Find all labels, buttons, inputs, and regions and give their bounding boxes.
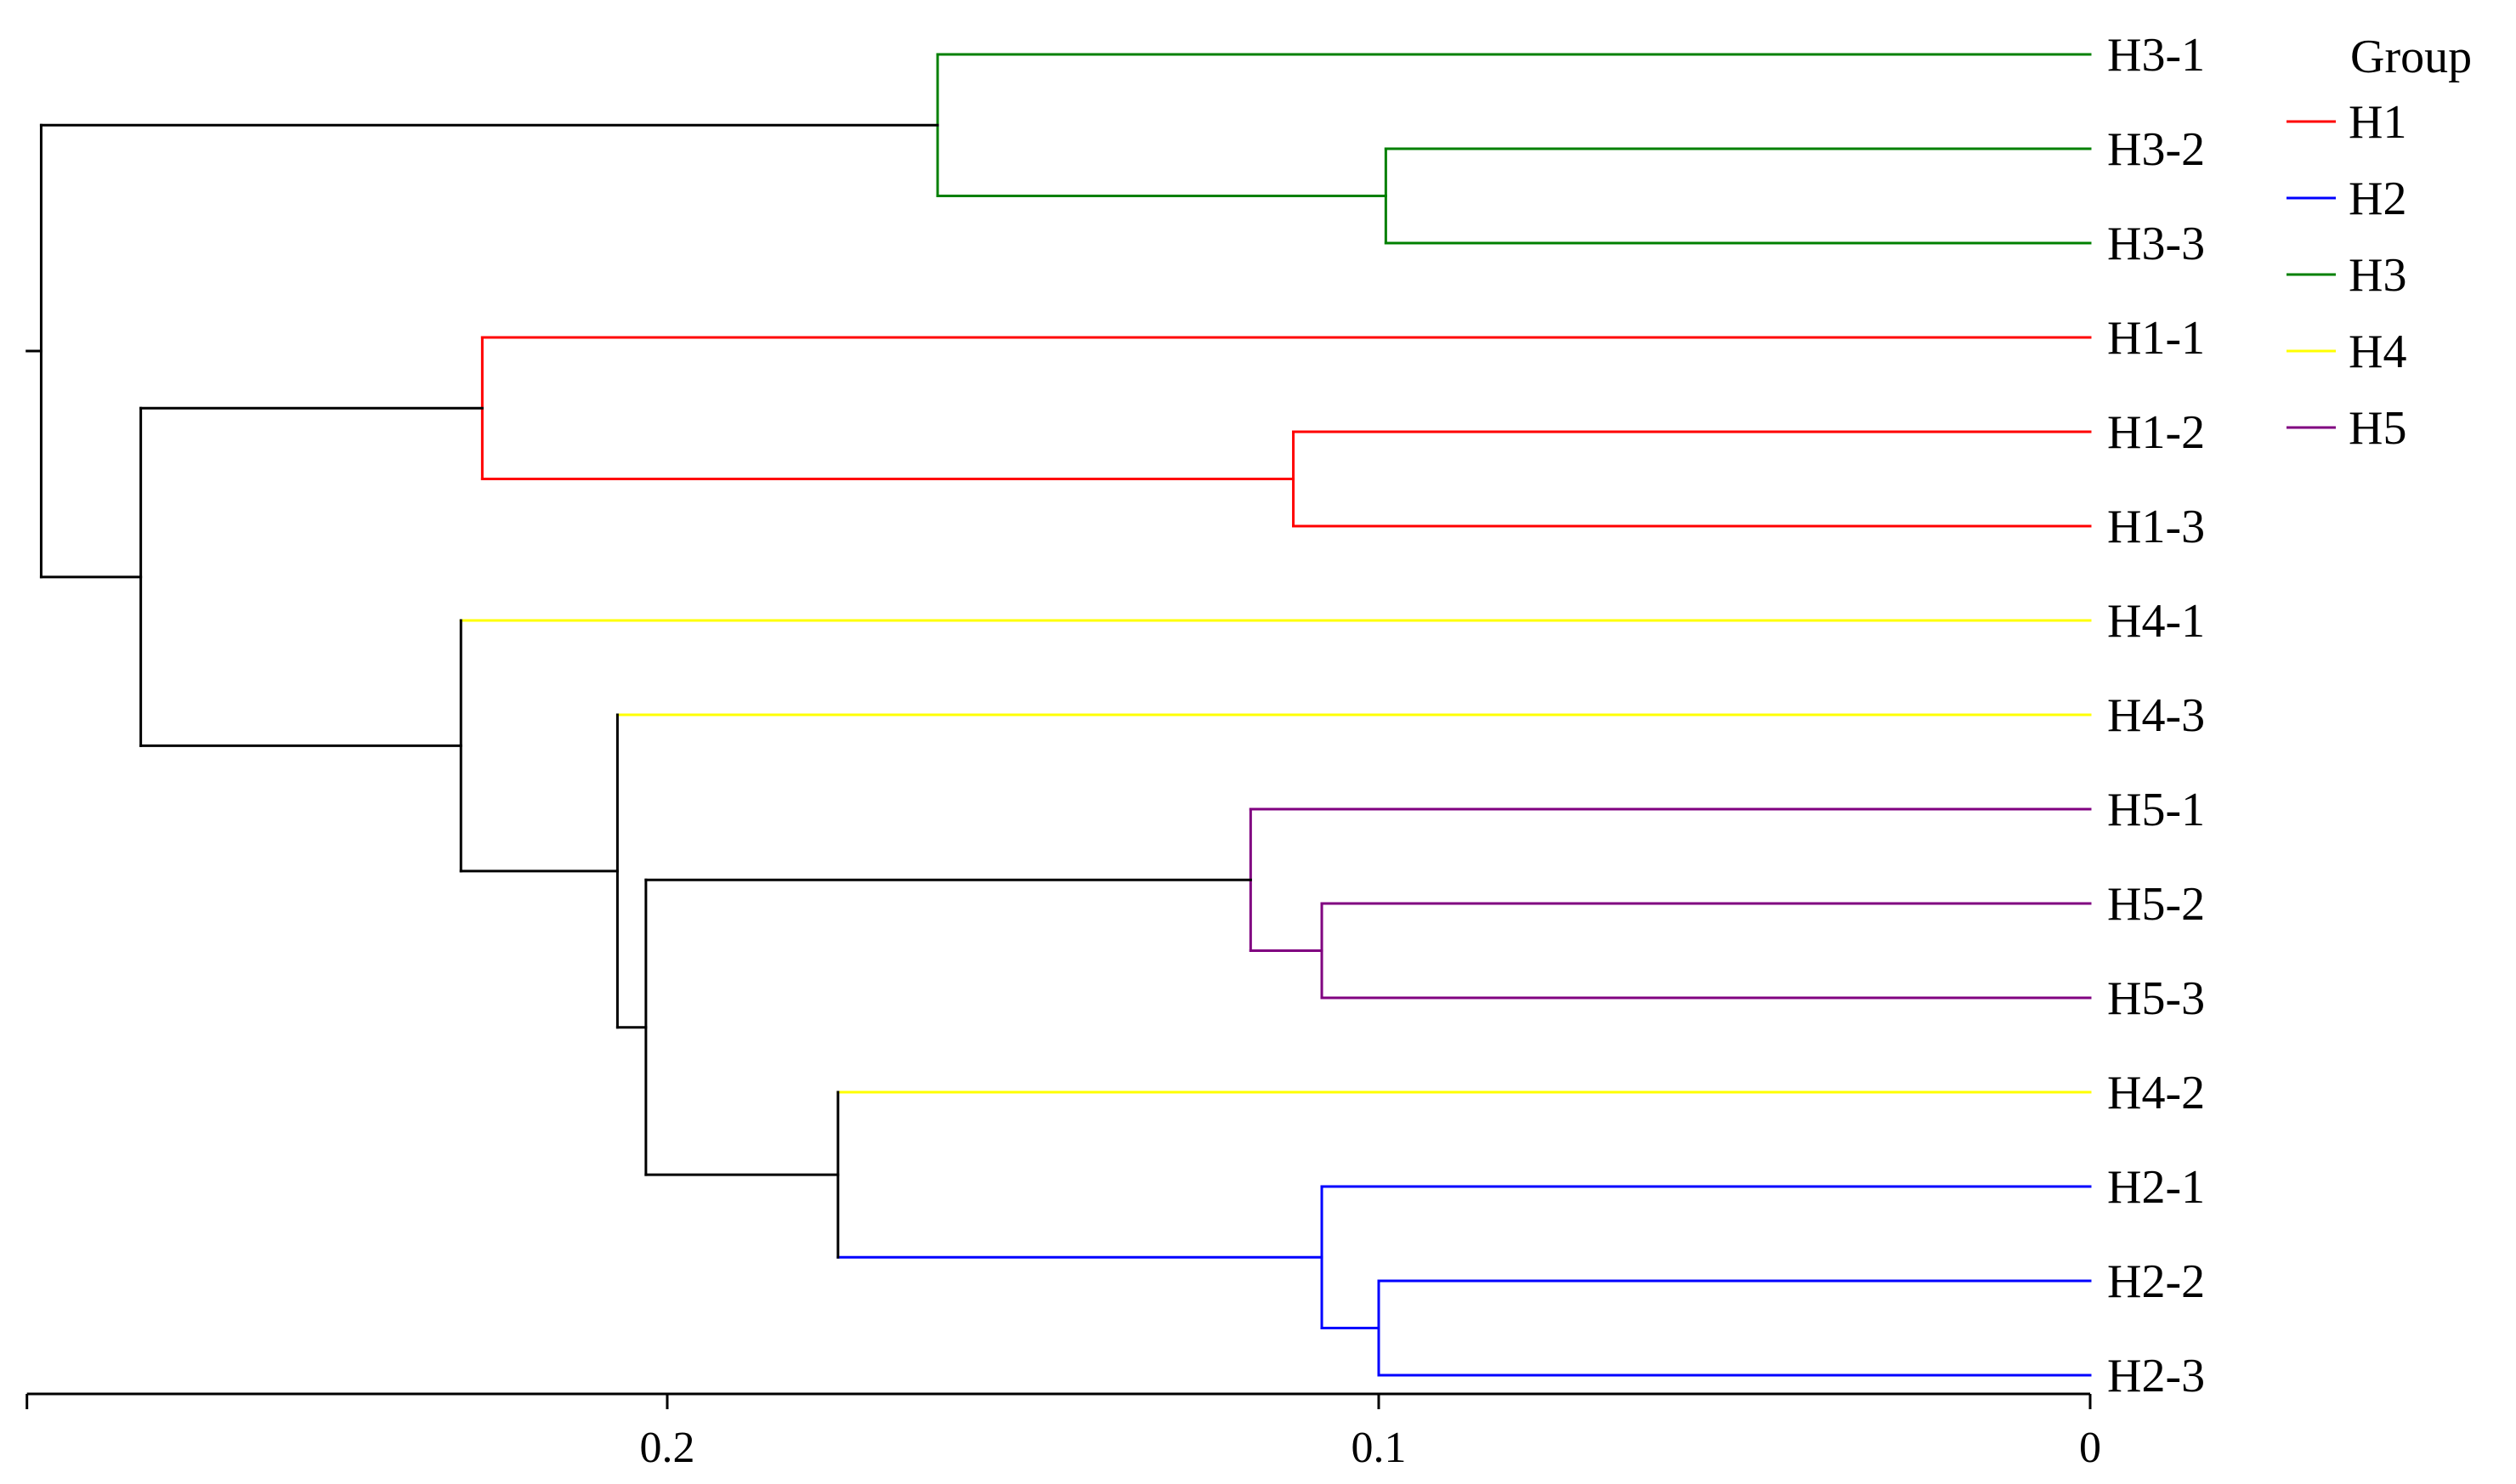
leaf-label: H1-3 (2107, 501, 2205, 553)
x-tick-label: 0.1 (1352, 1424, 1407, 1472)
leaf-labels: H3-1 H3-2 H3-3 H1-1 H1-2 H1-3 H4-1 H4-3 H5-1 H5-2… (2107, 29, 2205, 1402)
leaf-label: H4-2 (2107, 1067, 2205, 1119)
leaf-label: H2-3 (2107, 1350, 2205, 1402)
legend-label: H3 (2349, 249, 2406, 302)
leaf-label: H3-2 (2107, 123, 2205, 176)
dendrogram-branches (26, 53, 2092, 1377)
leaf-label: H3-1 (2107, 29, 2205, 82)
legend-title: Group (2350, 31, 2472, 83)
legend-label: H1 (2349, 96, 2406, 149)
leaf-label: H1-2 (2107, 406, 2205, 459)
legend: Group H1 H2 H3 H4 H5 (2286, 31, 2472, 455)
leaf-label: H5-3 (2107, 972, 2205, 1025)
leaf-label: H5-1 (2107, 784, 2205, 836)
legend-label: H4 (2349, 326, 2406, 378)
x-tick-label: 0 (2079, 1424, 2101, 1472)
x-axis: 0.2 0.1 0 (26, 1392, 2101, 1472)
leaf-label: H3-3 (2107, 218, 2205, 270)
leaf-label: H2-2 (2107, 1255, 2205, 1308)
leaf-label: H5-2 (2107, 878, 2205, 931)
leaf-label: H2-1 (2107, 1161, 2205, 1214)
x-tick-label: 0.2 (640, 1424, 695, 1472)
leaf-label: H4-3 (2107, 689, 2205, 742)
legend-label: H2 (2349, 173, 2406, 225)
legend-label: H5 (2349, 402, 2406, 455)
leaf-label: H1-1 (2107, 312, 2205, 365)
leaf-label: H4-1 (2107, 595, 2205, 648)
